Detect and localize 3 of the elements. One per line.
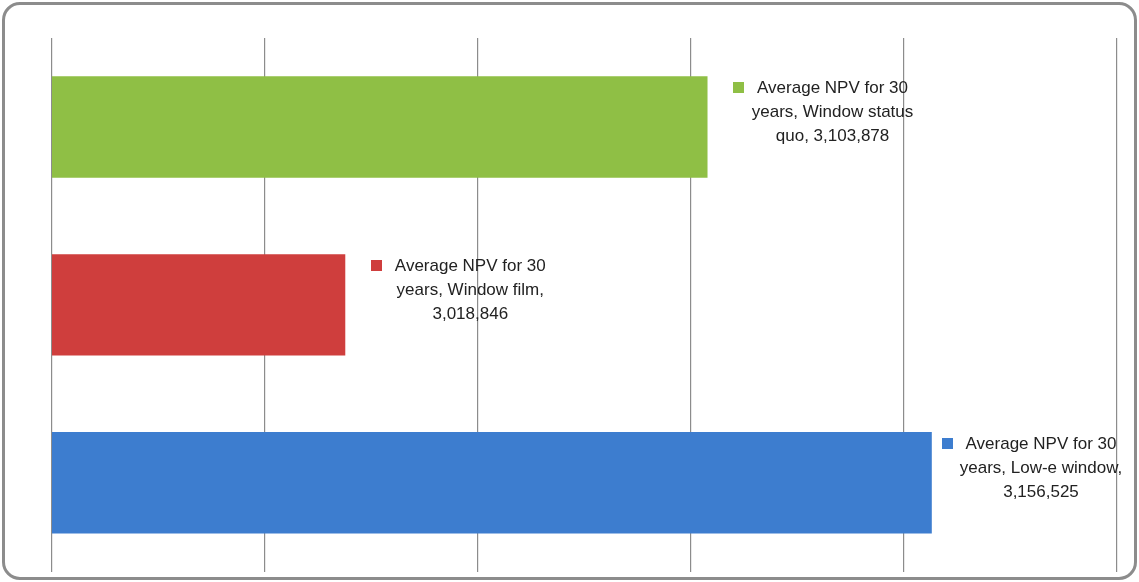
data-label: Average NPV for 30 years, Window status quo, 3,103,878 bbox=[751, 78, 914, 146]
data-label: Average NPV for 30 years, Low-e window, 3,156,525 bbox=[959, 434, 1123, 502]
data-label: Average NPV for 30 years, Window film, 3,018,846 bbox=[394, 256, 546, 324]
